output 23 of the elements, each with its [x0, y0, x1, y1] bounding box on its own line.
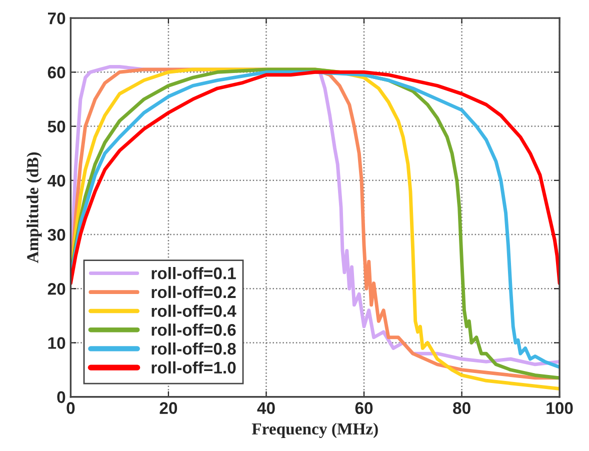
y-tick-label: 60: [48, 66, 66, 78]
x-tick-label: 100: [546, 402, 573, 414]
legend-label: roll-off=0.8: [152, 342, 236, 355]
legend-label: roll-off=0.4: [152, 304, 236, 317]
y-tick-label: 0: [57, 391, 66, 404]
y-tick-label: 10: [48, 337, 66, 349]
x-tick-label: 60: [355, 402, 373, 414]
y-tick-label: 50: [48, 120, 66, 132]
legend-label: roll-off=1.0: [152, 361, 236, 374]
x-axis-title: Frequency (MHz): [252, 422, 378, 438]
y-tick-label: 30: [48, 228, 66, 241]
y-tick-label: 20: [48, 283, 66, 295]
y-axis-title: Amplitude (dB): [26, 152, 42, 264]
x-tick-label: 80: [453, 402, 470, 414]
y-tick-label: 40: [48, 174, 66, 187]
legend-label: roll-off=0.2: [152, 286, 236, 298]
legend-label: roll-off=0.6: [152, 324, 236, 336]
line-series: [70, 70, 560, 285]
legend-label: roll-off=0.1: [152, 266, 236, 280]
x-tick-label: 40: [257, 402, 275, 414]
y-tick-label: 70: [48, 12, 66, 24]
x-tick-label: 0: [66, 402, 75, 414]
x-tick-label: 20: [160, 402, 178, 414]
